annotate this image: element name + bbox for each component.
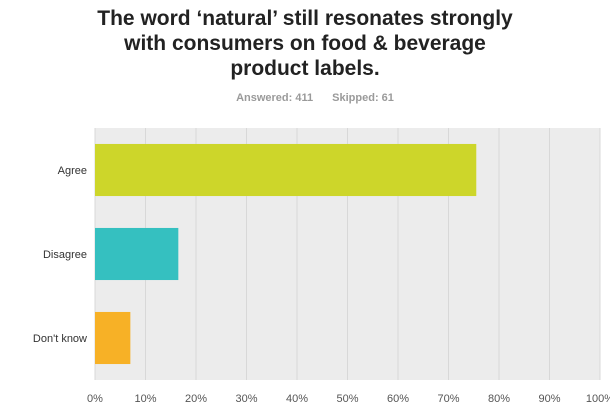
chart-title: The word ‘natural’ still resonates stron… — [97, 7, 513, 80]
x-tick-label: 0% — [87, 393, 103, 405]
answered-count: Answered: 411 — [236, 92, 314, 104]
category-label: Disagree — [43, 249, 87, 261]
category-label: Agree — [58, 165, 87, 177]
bars — [95, 143, 477, 365]
x-tick-label: 50% — [336, 393, 358, 405]
bar-agree — [95, 143, 477, 197]
category-labels: Agree Disagree Don't know — [33, 165, 87, 345]
bar-don-t-know — [95, 311, 131, 365]
category-label: Don't know — [33, 333, 87, 345]
x-tick-label: 70% — [437, 393, 459, 405]
x-tick-label: 90% — [538, 393, 560, 405]
bar-disagree — [95, 227, 179, 281]
response-stats: Answered: 411 Skipped: 61 — [150, 92, 480, 104]
x-tick-label: 80% — [488, 393, 510, 405]
x-tick-label: 30% — [235, 393, 257, 405]
x-tick-labels: 0% 10% 20% 30% 40% 50% 60% 70% 80% 90% 100% — [87, 393, 610, 405]
x-tick-label: 100% — [586, 393, 610, 405]
x-tick-label: 10% — [134, 393, 156, 405]
skipped-count: Skipped: 61 — [332, 92, 394, 104]
x-tick-label: 20% — [185, 393, 207, 405]
x-tick-label: 40% — [286, 393, 308, 405]
x-tick-label: 60% — [387, 393, 409, 405]
